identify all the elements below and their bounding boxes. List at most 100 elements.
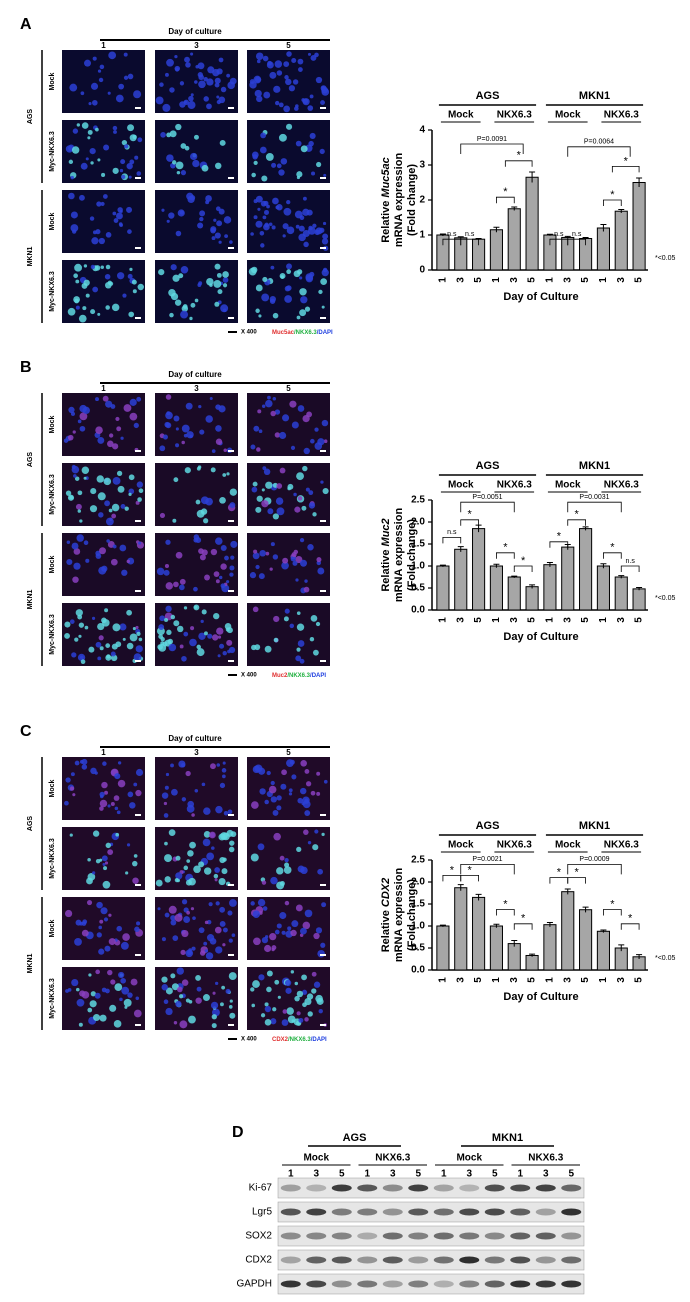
band (408, 1184, 429, 1192)
band (459, 1208, 480, 1216)
x-axis-label: Day of Culture (503, 991, 578, 1003)
micrograph (155, 260, 238, 323)
nucleus (171, 160, 177, 165)
nucleus (282, 234, 286, 238)
nucleus (162, 434, 168, 440)
error-bar (546, 233, 553, 236)
nucleus (168, 829, 176, 837)
x-tick-label: 3 (562, 277, 573, 283)
nucleus (295, 104, 299, 108)
nucleus (321, 902, 327, 908)
y-label-part: Relative (380, 910, 392, 952)
band (510, 1208, 531, 1216)
nucleus (105, 517, 114, 526)
nucleus (215, 901, 220, 906)
nucleus (212, 991, 216, 995)
nucleus (231, 933, 236, 938)
nucleus (220, 832, 228, 840)
nucleus (260, 200, 267, 207)
y-label-gene: Muc2 (380, 518, 392, 546)
blot-strip (277, 1225, 585, 1247)
nucleus (260, 1013, 266, 1018)
nucleus (285, 78, 292, 86)
scale-bar (135, 660, 141, 662)
nucleus (304, 997, 312, 1006)
bar (472, 528, 486, 611)
nucleus (180, 949, 186, 955)
nucleus (260, 243, 265, 248)
nucleus (251, 172, 256, 178)
nucleus (198, 80, 206, 89)
nucleus (229, 572, 234, 577)
nucleus (227, 910, 233, 916)
x-tick-label: 3 (562, 617, 573, 623)
nucleus (181, 979, 189, 986)
nucleus (209, 831, 216, 839)
band (510, 1232, 531, 1240)
nucleus (170, 919, 177, 926)
bar (525, 586, 539, 611)
nucleus (211, 1014, 217, 1020)
stain-part: /NKX6.3 (294, 330, 317, 336)
nucleus (270, 1018, 277, 1025)
nucleus (319, 148, 325, 155)
nucleus (93, 1013, 101, 1022)
nucleus (97, 436, 105, 444)
y-tick-label: 1.0 (411, 561, 425, 572)
nucleus (194, 80, 198, 84)
nucleus (103, 194, 108, 199)
nucleus (137, 283, 144, 291)
band (382, 1184, 403, 1192)
bar (596, 565, 610, 611)
nucleus (304, 306, 311, 312)
bar (436, 565, 450, 611)
nucleus (87, 136, 91, 140)
nucleus (285, 123, 293, 130)
nucleus (115, 416, 120, 422)
nucleus (195, 537, 202, 544)
nucleus (255, 195, 263, 203)
band (382, 1232, 403, 1240)
significance-label: * (450, 864, 455, 876)
nucleus (113, 795, 120, 801)
nucleus (266, 970, 273, 977)
x-tick-label: 3 (509, 617, 520, 623)
nucleus (294, 995, 300, 1002)
nucleus (94, 992, 101, 999)
nucleus (80, 91, 85, 96)
nucleus (65, 777, 71, 783)
x-tick-label: 3 (455, 977, 466, 983)
nucleus (102, 880, 111, 889)
y-tick-label: 0.5 (411, 943, 425, 954)
error-bar (457, 236, 464, 239)
nucleus (127, 992, 133, 998)
bar (561, 546, 575, 611)
nucleus (272, 397, 277, 401)
error-bar (600, 929, 607, 933)
nucleus (67, 494, 75, 501)
panel-label: B (20, 359, 32, 376)
nucleus (183, 631, 189, 637)
nucleus (121, 139, 128, 146)
nucleus (270, 410, 276, 417)
nucleus (282, 223, 289, 230)
nucleus (175, 427, 179, 431)
nucleus (296, 846, 302, 852)
nucleus (321, 832, 325, 837)
nucleus (183, 433, 188, 438)
scale-bar (135, 590, 141, 592)
nucleus (251, 486, 258, 493)
nucleus (288, 788, 293, 793)
nucleus (206, 852, 215, 861)
nucleus (170, 763, 174, 768)
nucleus (105, 400, 113, 408)
nucleus (133, 1009, 142, 1018)
nucleus (80, 659, 86, 665)
nucleus (121, 569, 128, 576)
nucleus (306, 411, 313, 418)
nucleus (99, 64, 105, 70)
nucleus (271, 162, 277, 168)
nucleus (103, 477, 112, 486)
nucleus (107, 91, 111, 95)
nucleus (262, 276, 268, 283)
